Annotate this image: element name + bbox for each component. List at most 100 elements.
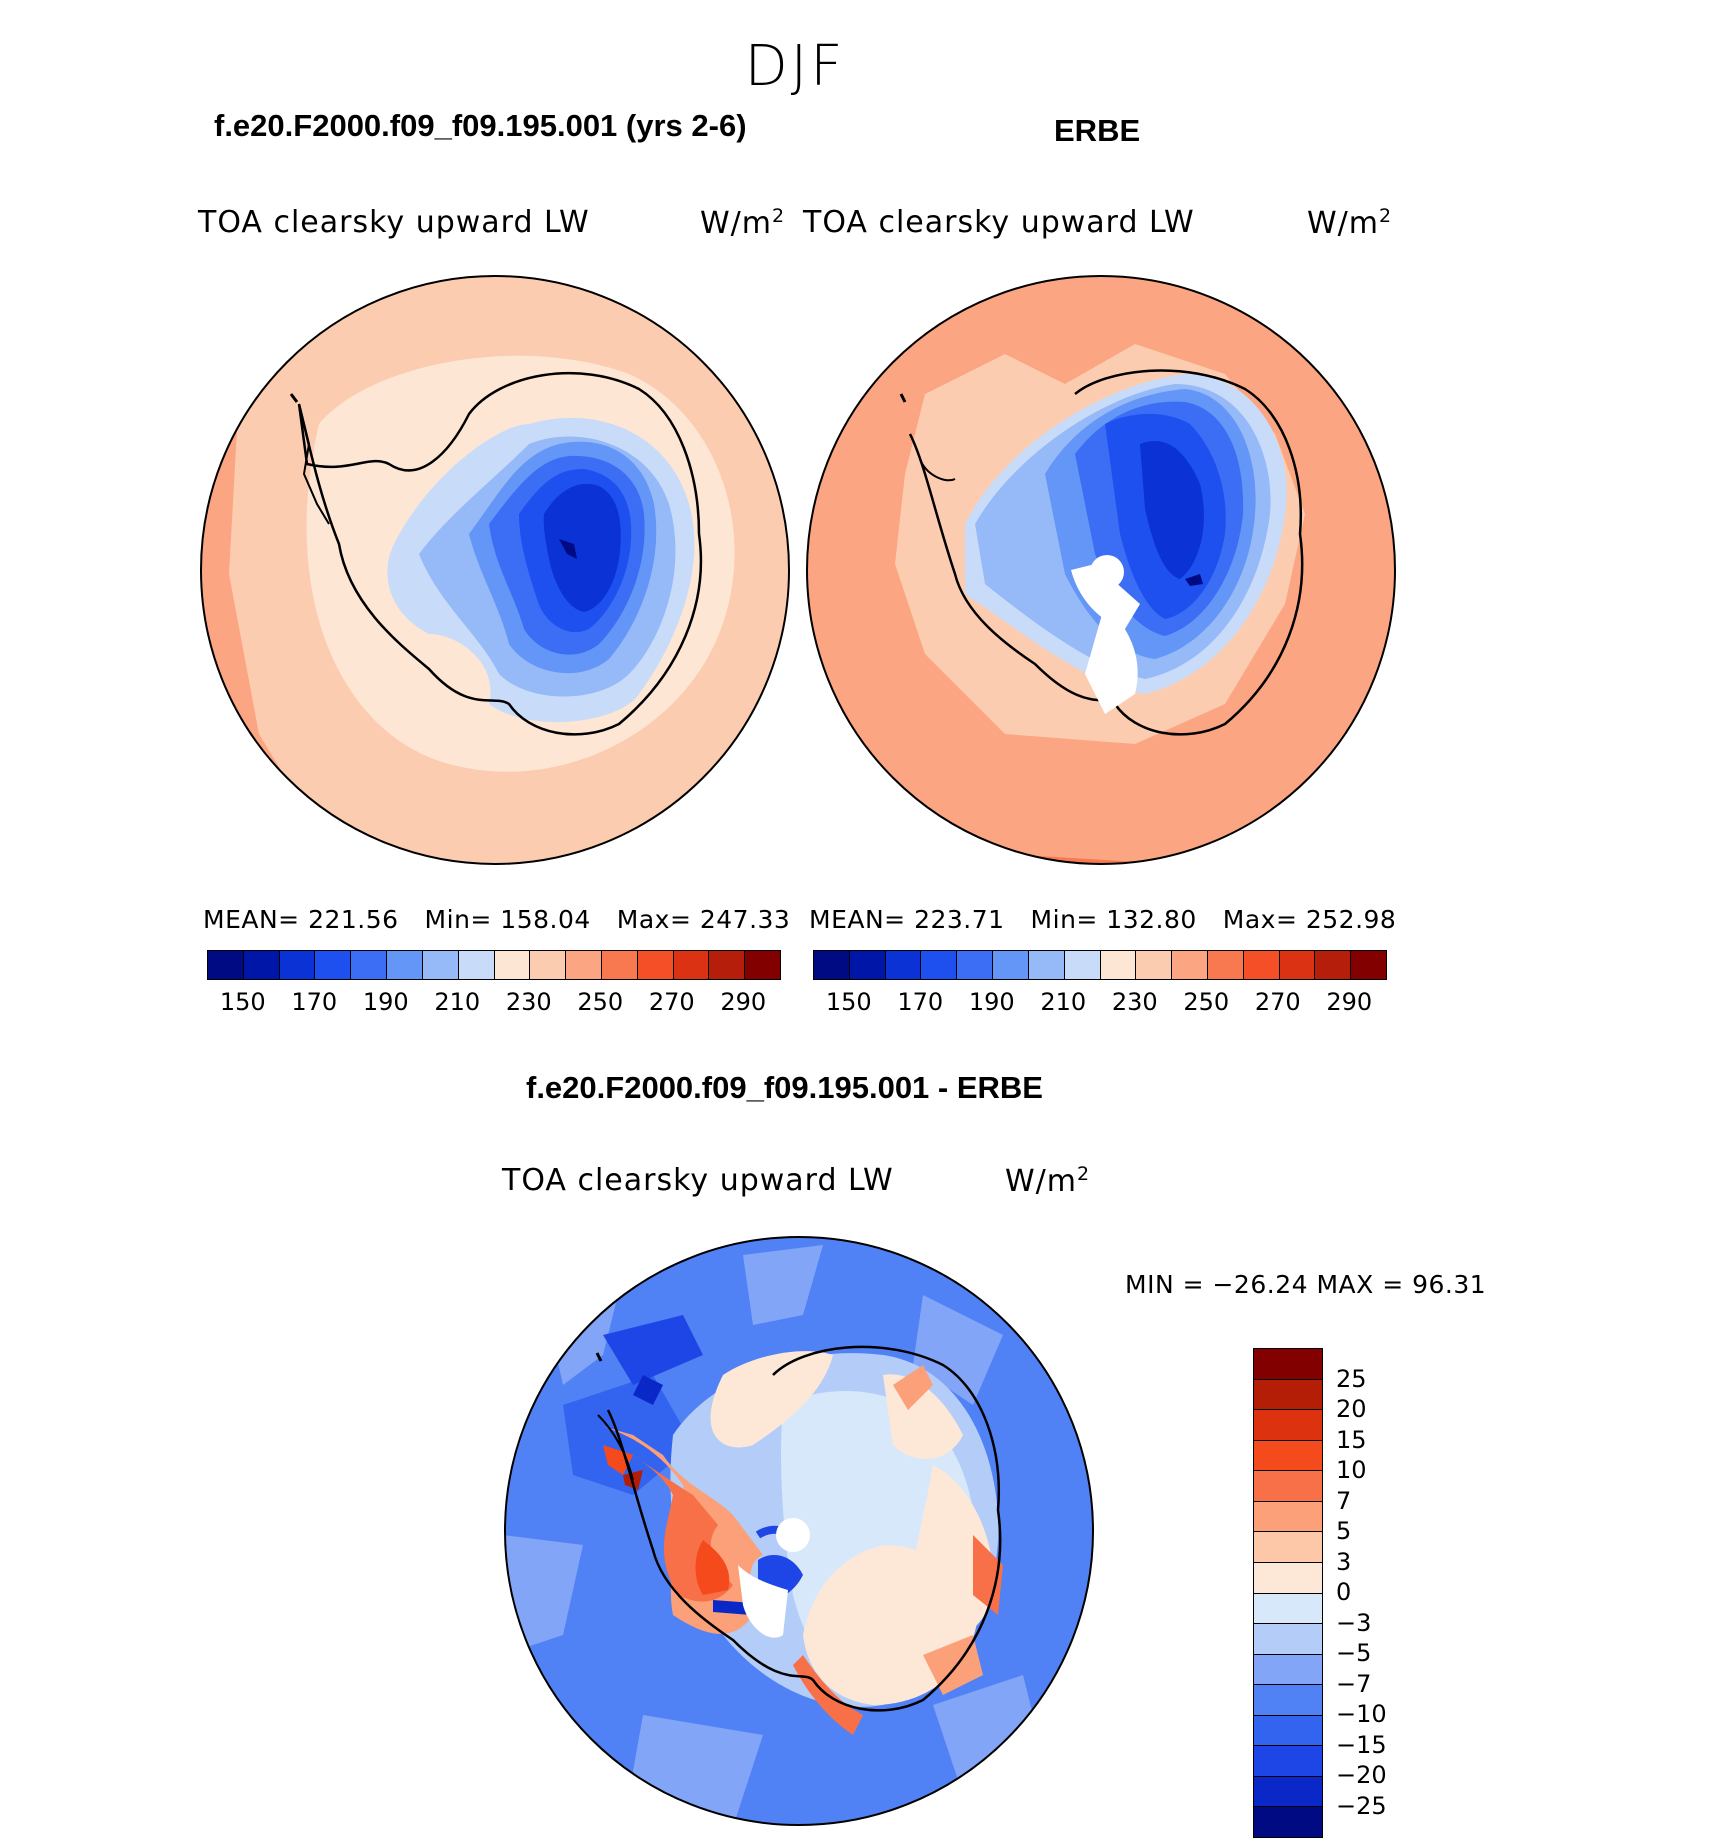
colorbar-tick-label: 5 [1336,1517,1352,1545]
obs-min: Min= 132.80 [1030,905,1197,934]
obs-field-label: TOA clearsky upward LW [803,205,1195,240]
colorbar-swatch [1254,1746,1322,1777]
colorbar-swatch [1254,1715,1322,1747]
colorbar-tick-label: 230 [1111,988,1158,1016]
colorbar-tick-label: 150 [825,988,872,1016]
model-min: Min= 158.04 [424,905,591,934]
diff-minmax: MIN = −26.24 MAX = 96.31 [1125,1270,1487,1299]
obs-polar-map [806,275,1396,865]
model-mean: MEAN= 221.56 [203,905,399,934]
obs-colorbar [813,950,1387,980]
colorbar-swatch [351,951,388,979]
colorbar-swatch [1243,951,1280,979]
colorbar-swatch [745,951,780,979]
diff-colorbar-ticks: 25 20 15 10 7 5 3 0 −3 −5 −7 −10 −15 −20 −25 [1336,1348,1416,1836]
colorbar-swatch [1351,951,1386,979]
colorbar-swatch [1254,1410,1322,1441]
colorbar-swatch [315,951,352,979]
colorbar-tick-label: −5 [1336,1639,1372,1667]
colorbar-tick-label: 170 [291,988,338,1016]
colorbar-swatch [673,951,710,979]
colorbar-swatch [849,951,886,979]
colorbar-swatch [279,951,316,979]
colorbar-swatch [957,951,994,979]
colorbar-swatch [530,951,567,979]
obs-mean: MEAN= 223.71 [809,905,1005,934]
colorbar-swatch [1254,1685,1322,1716]
colorbar-tick-label: −25 [1336,1791,1387,1820]
colorbar-swatch [1279,951,1316,979]
colorbar-tick-label: 250 [1183,988,1230,1016]
colorbar-swatch [1100,951,1137,979]
colorbar-tick-label: 210 [434,988,481,1016]
colorbar-swatch [1254,1532,1322,1563]
colorbar-tick-label: 210 [1040,988,1087,1016]
colorbar-tick-label: 7 [1336,1486,1352,1515]
colorbar-tick-label: −3 [1336,1608,1372,1637]
colorbar-swatch [387,951,423,979]
model-units: W/m2 [700,205,786,241]
colorbar-tick-label: 230 [505,988,552,1016]
colorbar-tick-label: 250 [577,988,624,1016]
diff-polar-map [504,1236,1094,1826]
colorbar-swatch [1254,1562,1322,1594]
model-max: Max= 247.33 [616,905,791,934]
colorbar-tick-label: 270 [1254,988,1301,1016]
colorbar-tick-label: 170 [897,988,944,1016]
model-colorbar [207,950,781,980]
diff-colorbar [1253,1348,1323,1838]
colorbar-swatch [1254,1654,1322,1686]
diff-field-label: TOA clearsky upward LW [502,1163,894,1198]
model-field-label: TOA clearsky upward LW [198,205,590,240]
colorbar-swatch [885,951,922,979]
colorbar-swatch [566,951,602,979]
colorbar-swatch [637,951,674,979]
colorbar-swatch [1136,951,1173,979]
colorbar-swatch [1064,951,1101,979]
colorbar-tick-label: 25 [1336,1364,1367,1393]
model-stats: MEAN= 221.56 Min= 158.04 Max= 247.33 [203,905,790,934]
colorbar-swatch [1315,951,1352,979]
colorbar-tick-label: 190 [968,988,1015,1016]
colorbar-tick-label: 290 [720,988,767,1016]
diff-units: W/m2 [1005,1163,1091,1199]
colorbar-swatch [1254,1501,1322,1533]
colorbar-swatch [243,951,280,979]
obs-stats: MEAN= 223.71 Min= 132.80 Max= 252.98 [809,905,1396,934]
colorbar-tick-label: 290 [1326,988,1373,1016]
colorbar-swatch [422,951,459,979]
colorbar-tick-label: 15 [1336,1425,1367,1454]
colorbar-tick-label: −20 [1336,1761,1387,1789]
colorbar-tick-label: 270 [648,988,695,1016]
colorbar-tick-label: 0 [1336,1578,1352,1606]
colorbar-swatch [1254,1471,1322,1502]
colorbar-swatch [601,951,638,979]
model-case-title: f.e20.F2000.f09_f09.195.001 (yrs 2-6) [214,108,747,143]
model-polar-map [200,275,790,865]
colorbar-swatch [709,951,746,979]
season-title: DJF [744,34,846,99]
obs-units: W/m2 [1307,205,1393,241]
colorbar-swatch [1172,951,1208,979]
diff-case-title: f.e20.F2000.f09_f09.195.001 - ERBE [526,1070,1043,1105]
colorbar-swatch [208,951,244,979]
colorbar-tick-label: 10 [1336,1456,1367,1484]
colorbar-tick-label: −7 [1336,1669,1372,1698]
obs-case-title: ERBE [1054,113,1141,148]
colorbar-swatch [1254,1440,1322,1472]
colorbar-tick-label: −10 [1336,1700,1387,1728]
colorbar-swatch [494,951,531,979]
colorbar-swatch [993,951,1029,979]
colorbar-swatch [1254,1379,1322,1411]
colorbar-swatch [1254,1807,1322,1837]
colorbar-swatch [1207,951,1244,979]
colorbar-swatch [1254,1776,1322,1808]
colorbar-tick-label: 20 [1336,1395,1367,1423]
colorbar-tick-label: 3 [1336,1547,1352,1576]
colorbar-swatch [1254,1593,1322,1625]
colorbar-swatch [1254,1349,1322,1380]
colorbar-tick-label: 150 [219,988,266,1016]
obs-max: Max= 252.98 [1222,905,1397,934]
colorbar-tick-label: 190 [362,988,409,1016]
colorbar-tick-label: −15 [1336,1730,1387,1759]
